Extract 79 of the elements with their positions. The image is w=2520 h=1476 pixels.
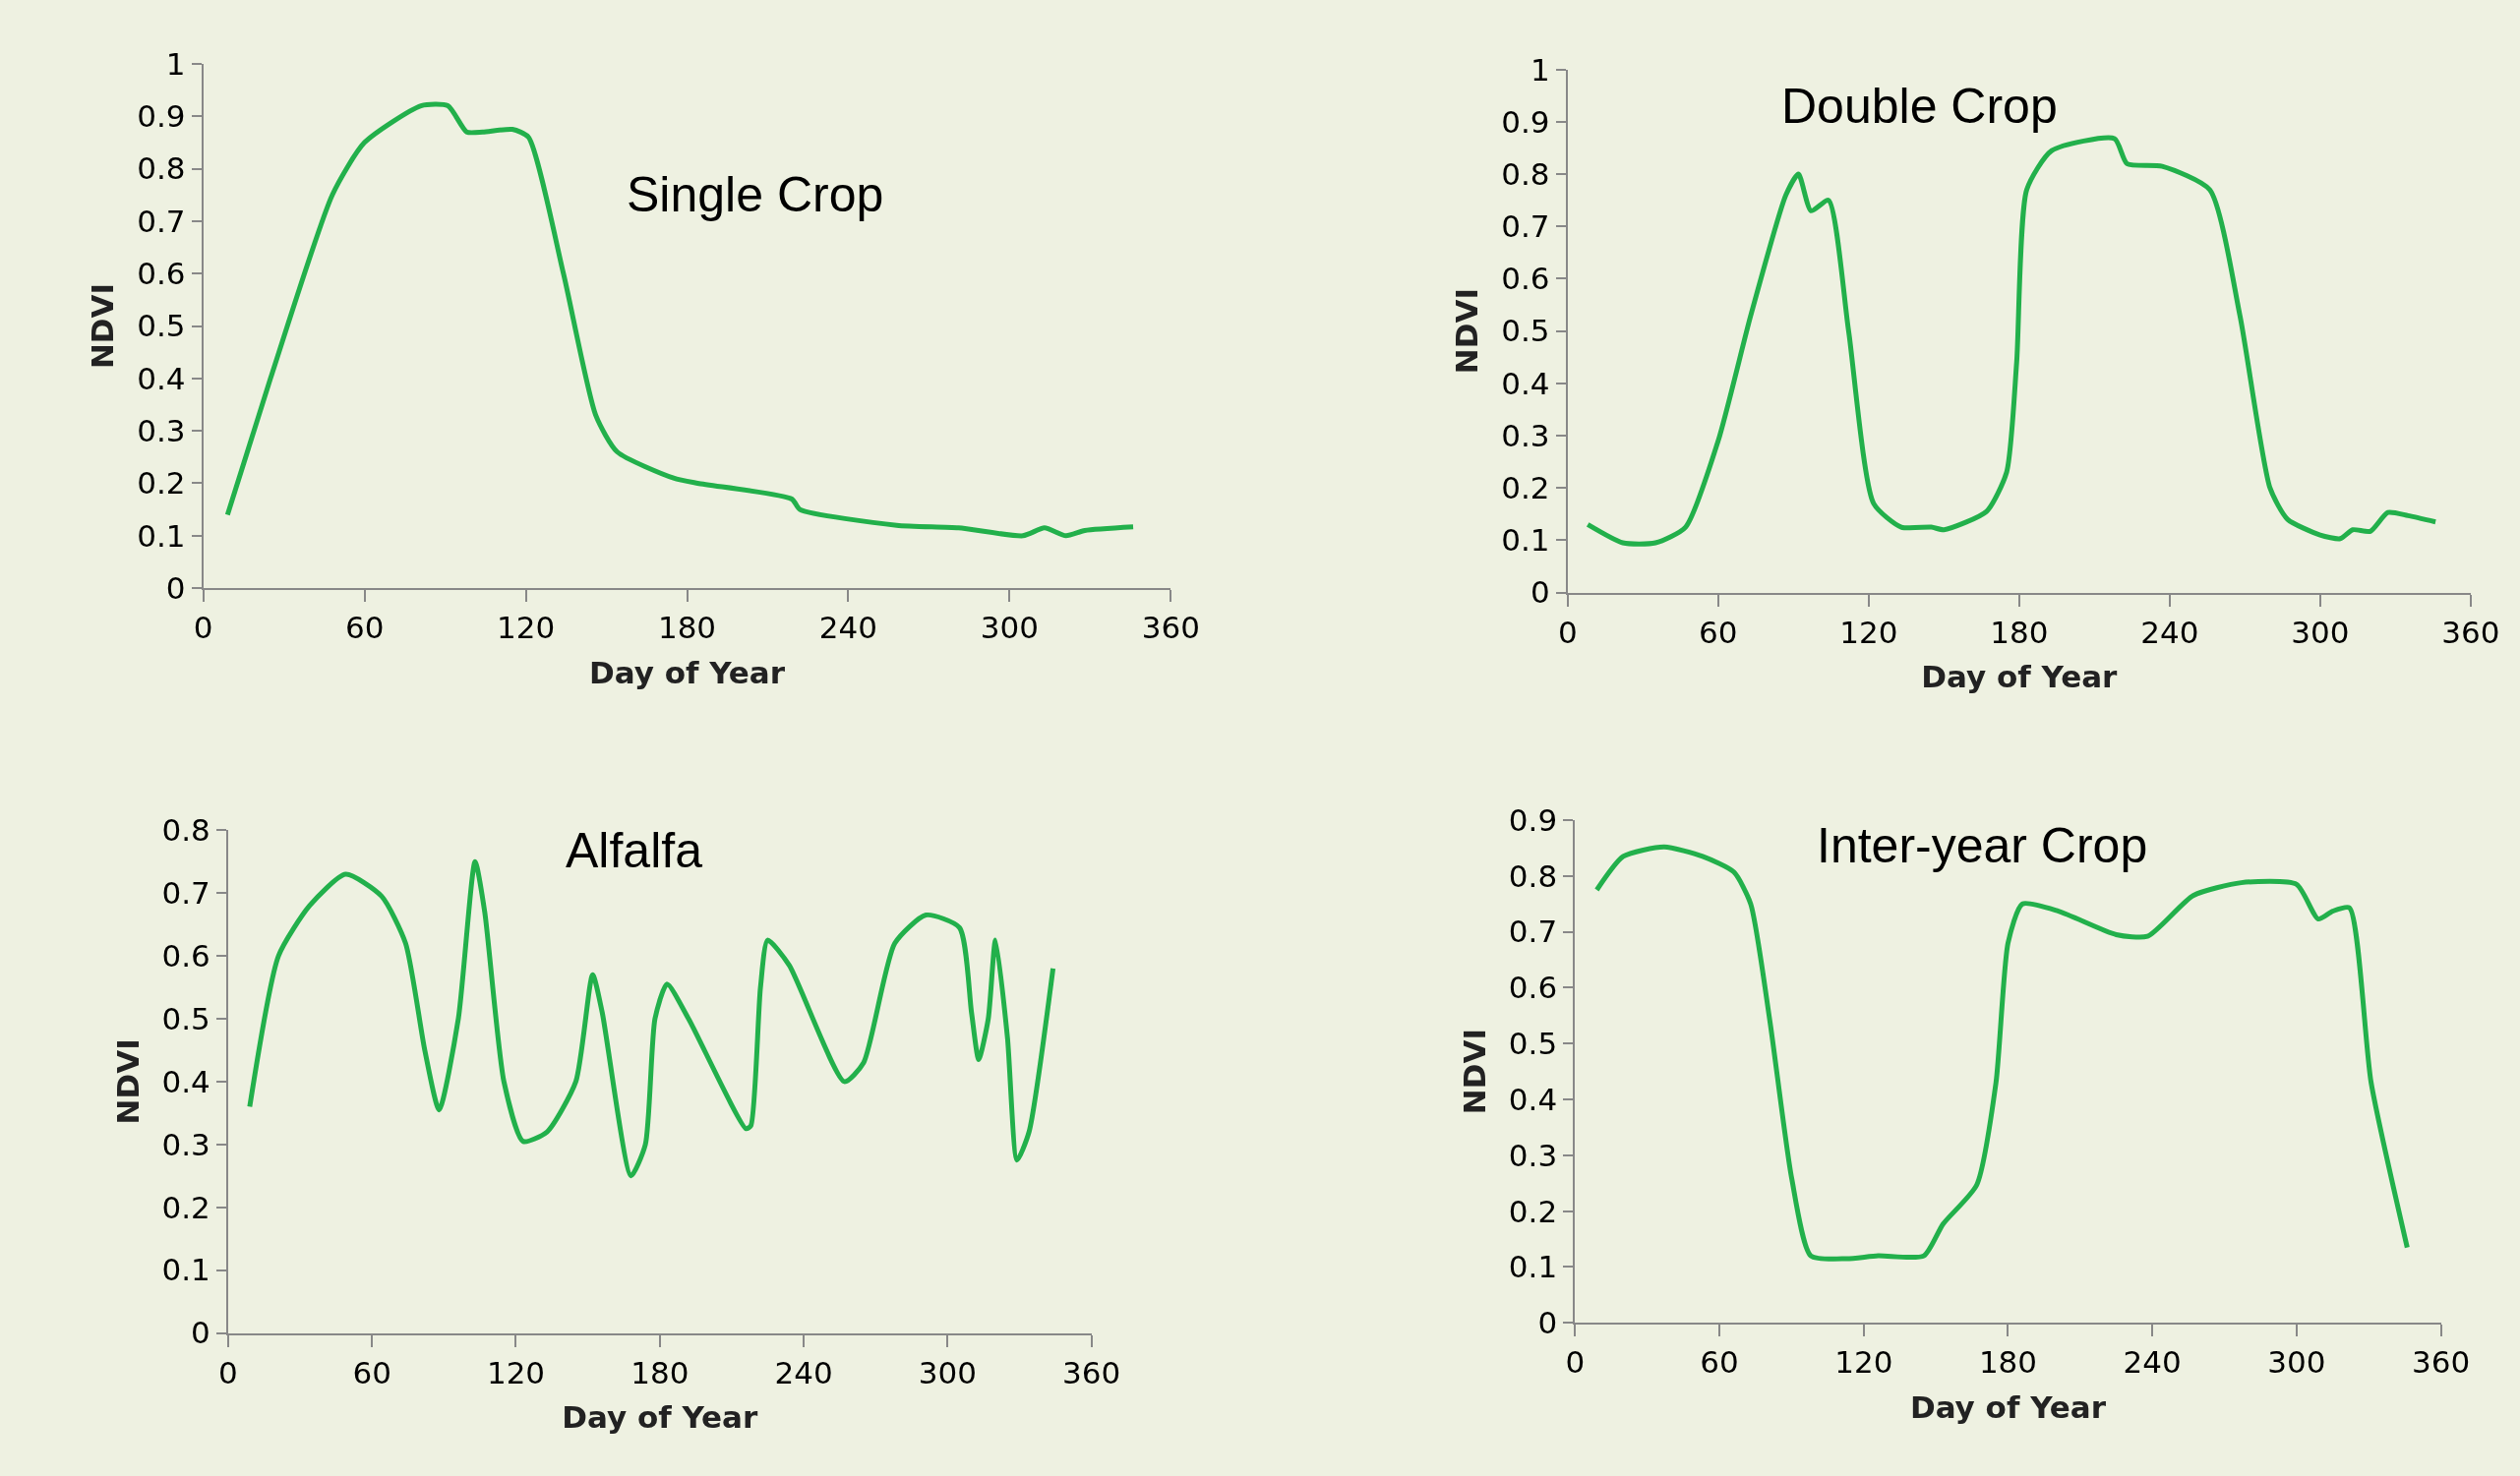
y-tick-label: 0 — [191, 1315, 210, 1351]
y-tick-label: 0.8 — [137, 150, 186, 187]
y-tick-label: 1 — [1530, 51, 1550, 88]
chart-title: Inter-year Crop — [1817, 818, 2148, 873]
x-tick-label: 240 — [774, 1354, 833, 1390]
x-tick-label: 120 — [486, 1354, 546, 1390]
x-axis-title: Day of Year — [588, 655, 786, 691]
y-tick-label: 0.3 — [1501, 417, 1550, 453]
y-tick-label: 0.7 — [1501, 208, 1550, 245]
x-tick-label: 60 — [352, 1354, 391, 1390]
y-tick-label: 0.5 — [1501, 313, 1550, 349]
y-tick-label: 0.1 — [1508, 1249, 1558, 1285]
x-tick-label: 300 — [2267, 1344, 2326, 1381]
x-tick-label: 240 — [2123, 1344, 2182, 1381]
y-tick-label: 0.5 — [137, 308, 186, 344]
y-tick-label: 0.1 — [161, 1252, 210, 1288]
y-axis-title: NDVI — [1449, 288, 1485, 375]
chart-title: Double Crop — [1781, 79, 2058, 134]
x-tick-label: 300 — [2291, 614, 2350, 650]
y-tick-label: 0.5 — [1508, 1026, 1558, 1062]
y-tick-label: 0.6 — [161, 937, 210, 974]
y-tick-label: 0.1 — [1501, 522, 1550, 559]
y-tick-label: 0.4 — [137, 360, 186, 396]
y-tick-label: 0.1 — [137, 517, 186, 554]
x-tick-label: 240 — [818, 610, 878, 646]
x-axis-title: Day of Year — [1921, 659, 2119, 695]
y-axis-title: NDVI — [85, 282, 121, 370]
x-tick-label: 120 — [1839, 614, 1898, 650]
y-tick-label: 0.2 — [1508, 1193, 1558, 1229]
y-tick-label: 0.9 — [1501, 103, 1550, 140]
y-tick-label: 0 — [1537, 1305, 1558, 1341]
x-axis-title: Day of Year — [562, 1399, 759, 1436]
y-tick-label: 0.7 — [1508, 914, 1558, 950]
x-tick-label: 360 — [2441, 614, 2500, 650]
x-tick-label: 120 — [496, 610, 556, 646]
x-tick-label: 360 — [1062, 1354, 1121, 1390]
y-axis-title: NDVI — [1457, 1029, 1493, 1115]
x-tick-label: 60 — [344, 610, 385, 646]
x-tick-label: 240 — [2140, 614, 2199, 650]
y-tick-label: 0.8 — [161, 812, 210, 849]
x-tick-label: 60 — [1699, 614, 1738, 650]
y-tick-label: 0.6 — [137, 256, 186, 292]
y-tick-label: 0.3 — [161, 1126, 210, 1162]
y-axis-title: NDVI — [109, 1038, 146, 1125]
y-tick-label: 0.9 — [1508, 801, 1558, 838]
y-tick-label: 0.8 — [1501, 155, 1550, 192]
y-tick-label: 0 — [1530, 574, 1550, 611]
y-tick-label: 0.3 — [137, 413, 186, 449]
x-tick-label: 300 — [980, 610, 1039, 646]
x-tick-label: 180 — [630, 1354, 690, 1390]
y-tick-label: 1 — [165, 45, 186, 82]
y-tick-label: 0.2 — [137, 465, 186, 502]
y-tick-label: 0.4 — [1508, 1081, 1558, 1117]
x-tick-label: 0 — [1565, 1344, 1586, 1381]
x-tick-label: 300 — [918, 1354, 977, 1390]
y-tick-label: 0.7 — [137, 203, 186, 239]
y-tick-label: 0.8 — [1508, 857, 1558, 894]
x-tick-label: 180 — [1978, 1344, 2038, 1381]
y-tick-label: 0.6 — [1501, 261, 1550, 297]
x-tick-label: 120 — [1834, 1344, 1893, 1381]
text: Single Crop — [627, 167, 884, 222]
y-tick-label: 0.6 — [1508, 970, 1558, 1006]
x-tick-label: 360 — [2411, 1344, 2471, 1381]
y-tick-label: 0.3 — [1508, 1137, 1558, 1173]
y-tick-label: 0 — [165, 569, 186, 606]
y-tick-label: 0.5 — [161, 1000, 210, 1036]
x-tick-label: 60 — [1700, 1344, 1739, 1381]
y-tick-label: 0.9 — [137, 98, 186, 135]
chart-title: Alfalfa — [566, 823, 703, 878]
x-tick-label: 180 — [657, 610, 717, 646]
x-tick-label: 360 — [1141, 610, 1200, 646]
x-tick-label: 180 — [1990, 614, 2049, 650]
y-tick-label: 0.2 — [161, 1189, 210, 1225]
x-tick-label: 0 — [218, 1354, 238, 1390]
y-tick-label: 0.4 — [161, 1063, 210, 1099]
y-tick-label: 0.4 — [1501, 365, 1550, 401]
y-tick-label: 0.2 — [1501, 470, 1550, 506]
y-tick-label: 0.7 — [161, 875, 210, 912]
x-axis-title: Day of Year — [1909, 1389, 2107, 1426]
